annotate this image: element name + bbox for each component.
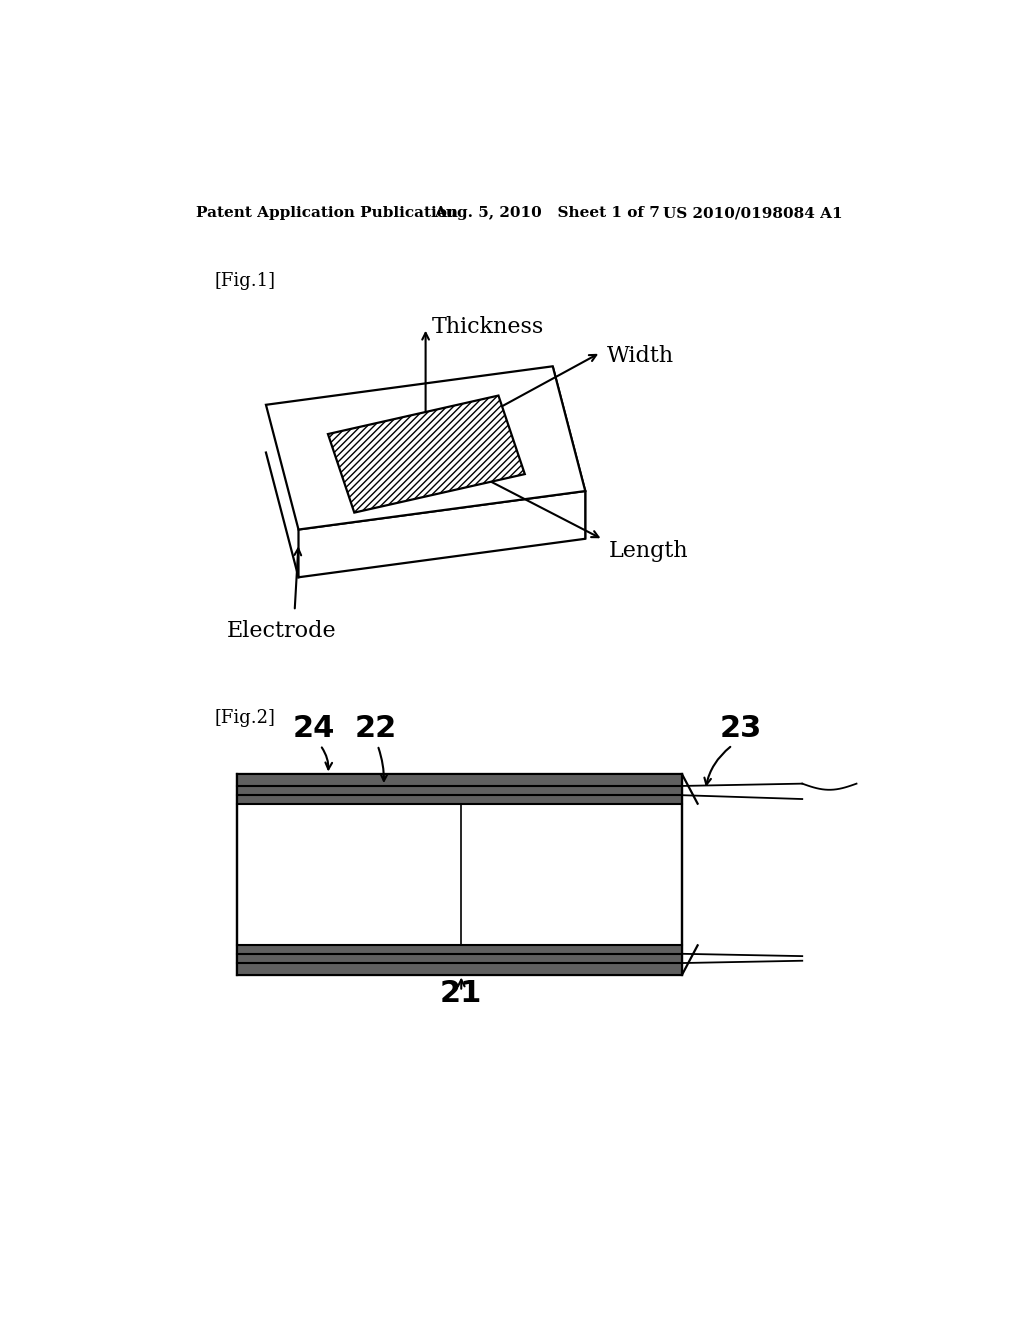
Bar <box>237 775 682 804</box>
Text: 22: 22 <box>355 714 397 743</box>
Text: Width: Width <box>607 345 674 367</box>
Text: 24: 24 <box>293 714 335 743</box>
Text: Electrode: Electrode <box>227 620 337 643</box>
Polygon shape <box>553 367 586 539</box>
Bar <box>237 775 682 974</box>
Text: Aug. 5, 2010   Sheet 1 of 7: Aug. 5, 2010 Sheet 1 of 7 <box>434 206 660 220</box>
Polygon shape <box>266 367 586 529</box>
Text: [Fig.2]: [Fig.2] <box>215 709 275 727</box>
Text: US 2010/0198084 A1: US 2010/0198084 A1 <box>663 206 843 220</box>
Text: 23: 23 <box>719 714 762 743</box>
Polygon shape <box>299 491 586 577</box>
Text: Patent Application Publication: Patent Application Publication <box>197 206 458 220</box>
Text: Thickness: Thickness <box>432 317 544 338</box>
Text: Length: Length <box>608 540 688 561</box>
Polygon shape <box>328 396 524 512</box>
Text: [Fig.1]: [Fig.1] <box>215 272 275 290</box>
Text: 21: 21 <box>440 978 482 1007</box>
Bar <box>237 945 682 974</box>
